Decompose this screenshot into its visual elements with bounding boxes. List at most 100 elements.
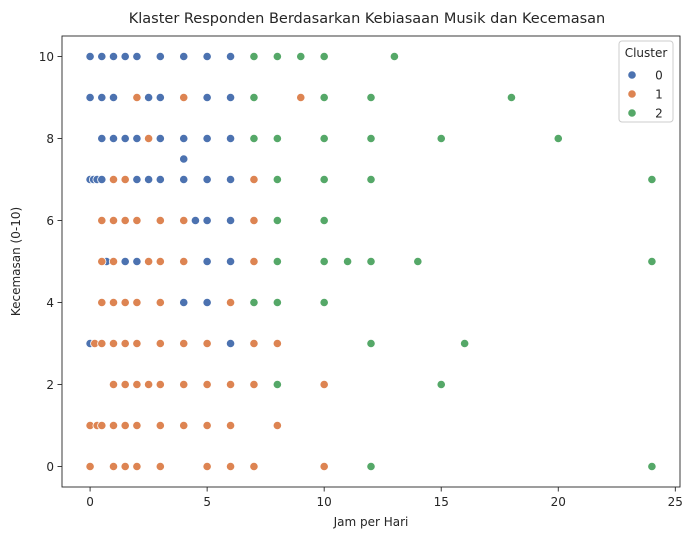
data-point (202, 174, 212, 185)
data-point (120, 215, 130, 226)
data-point (366, 461, 376, 472)
x-tick-label: 10 (317, 495, 332, 509)
data-point (202, 379, 212, 390)
data-point (413, 256, 423, 267)
data-point (296, 51, 306, 62)
data-point (132, 256, 142, 267)
data-point (647, 174, 657, 185)
data-point (319, 461, 329, 472)
data-point (366, 133, 376, 144)
data-point (342, 256, 353, 267)
data-point (202, 92, 212, 103)
data-point (436, 133, 446, 144)
data-point (319, 297, 329, 308)
data-point (108, 51, 119, 62)
data-point (132, 461, 142, 472)
data-point (249, 92, 259, 103)
data-point (202, 133, 212, 144)
data-point (132, 51, 142, 62)
y-tick-label: 0 (46, 460, 54, 474)
data-point (155, 51, 165, 62)
data-point (225, 256, 236, 267)
data-point (506, 92, 517, 103)
data-point (202, 461, 212, 472)
x-tick-label: 0 (86, 495, 94, 509)
data-point (225, 379, 236, 390)
legend-marker (627, 89, 637, 99)
legend-entries: 0 1 2 (627, 68, 663, 120)
data-point (272, 420, 282, 431)
data-point (225, 420, 236, 431)
data-point (97, 51, 107, 62)
data-point (179, 338, 189, 349)
data-point (120, 51, 130, 62)
legend-label: 1 (655, 87, 663, 101)
data-point (132, 215, 142, 226)
data-point (179, 420, 189, 431)
data-point (225, 92, 236, 103)
x-tick-label: 20 (551, 495, 566, 509)
data-point (179, 379, 189, 390)
data-point (272, 379, 282, 390)
data-point (132, 297, 142, 308)
data-point (132, 338, 142, 349)
data-point (179, 154, 189, 164)
data-point (179, 133, 189, 144)
data-point (366, 338, 376, 349)
data-point (296, 92, 306, 103)
data-point (97, 174, 107, 185)
data-point (319, 133, 329, 144)
legend: Cluster 0 1 2 (618, 40, 674, 123)
data-point (249, 461, 259, 472)
data-point (225, 51, 236, 62)
data-point (249, 133, 259, 144)
data-point (108, 92, 119, 103)
data-point (179, 92, 189, 103)
data-point (272, 297, 282, 308)
marks-layer (85, 51, 657, 472)
data-point (460, 338, 470, 349)
data-point (144, 92, 154, 103)
x-tick-label: 15 (434, 495, 449, 509)
data-point (108, 215, 119, 226)
data-point (132, 92, 142, 103)
data-point (272, 338, 282, 349)
data-point (319, 379, 329, 390)
data-point (120, 297, 130, 308)
data-point (144, 174, 154, 185)
data-point (249, 297, 259, 308)
data-point (647, 256, 657, 267)
data-point (179, 256, 189, 267)
data-point (97, 420, 107, 431)
data-point (120, 256, 130, 267)
data-point (202, 215, 212, 226)
series-1 (85, 92, 329, 472)
data-point (155, 256, 165, 267)
data-point (155, 215, 165, 226)
data-point (132, 379, 142, 390)
data-point (225, 297, 236, 308)
data-point (155, 92, 165, 103)
data-point (436, 379, 446, 390)
data-point (366, 174, 376, 185)
data-point (202, 420, 212, 431)
series-2 (249, 51, 657, 472)
data-point (389, 51, 400, 62)
data-point (225, 133, 236, 144)
data-point (249, 256, 259, 267)
data-point (120, 420, 130, 431)
data-point (97, 92, 107, 103)
data-point (108, 338, 119, 349)
data-point (249, 51, 259, 62)
data-point (120, 338, 130, 349)
data-point (108, 256, 119, 267)
legend-label: 0 (655, 68, 663, 82)
legend-title: Cluster (625, 46, 668, 60)
data-point (179, 174, 189, 185)
data-point (120, 174, 130, 185)
data-point (144, 256, 154, 267)
data-point (120, 461, 130, 472)
y-axis-label: Kecemasan (0-10) (9, 207, 23, 316)
x-tick-label: 5 (203, 495, 211, 509)
